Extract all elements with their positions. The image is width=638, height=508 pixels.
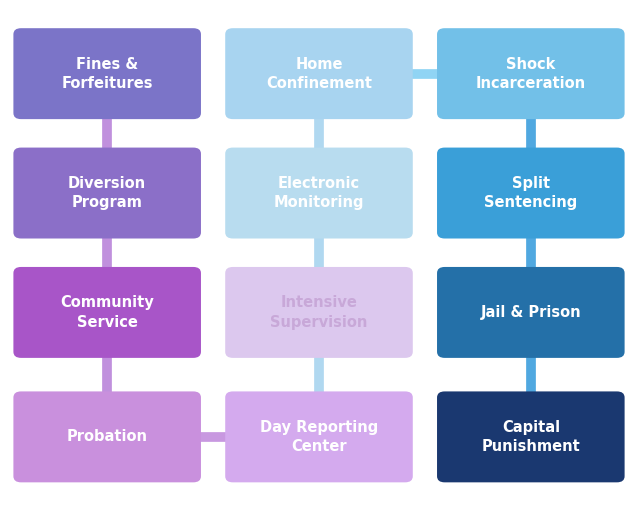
Text: Home
Confinement: Home Confinement: [266, 56, 372, 91]
FancyBboxPatch shape: [13, 28, 201, 119]
FancyBboxPatch shape: [437, 391, 625, 483]
FancyBboxPatch shape: [13, 147, 201, 239]
Text: Split
Sentencing: Split Sentencing: [484, 176, 577, 210]
Text: Probation: Probation: [67, 429, 147, 444]
FancyBboxPatch shape: [225, 28, 413, 119]
Text: Fines &
Forfeitures: Fines & Forfeitures: [61, 56, 153, 91]
FancyBboxPatch shape: [13, 267, 201, 358]
Text: Capital
Punishment: Capital Punishment: [482, 420, 580, 454]
Text: Electronic
Monitoring: Electronic Monitoring: [274, 176, 364, 210]
FancyBboxPatch shape: [437, 28, 625, 119]
Text: Intensive
Supervision: Intensive Supervision: [271, 295, 367, 330]
Text: Diversion
Program: Diversion Program: [68, 176, 146, 210]
Text: Community
Service: Community Service: [61, 295, 154, 330]
Text: Day Reporting
Center: Day Reporting Center: [260, 420, 378, 454]
FancyBboxPatch shape: [13, 391, 201, 483]
FancyBboxPatch shape: [437, 267, 625, 358]
Text: Jail & Prison: Jail & Prison: [480, 305, 581, 320]
FancyBboxPatch shape: [437, 147, 625, 239]
FancyBboxPatch shape: [225, 267, 413, 358]
Text: Shock
Incarceration: Shock Incarceration: [476, 56, 586, 91]
FancyBboxPatch shape: [225, 147, 413, 239]
FancyBboxPatch shape: [225, 391, 413, 483]
